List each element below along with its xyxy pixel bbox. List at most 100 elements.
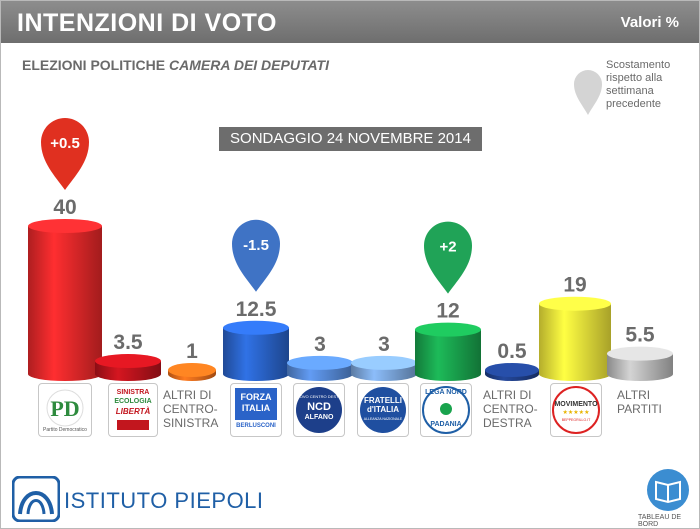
change-pin: +0.5 — [41, 118, 89, 190]
logo-ncd-line-1: NUOVO CENTRO DESTRA — [294, 394, 345, 399]
value-label: 5.5 — [625, 324, 655, 347]
value-label: 12 — [436, 300, 459, 323]
value-label: 3.5 — [113, 331, 143, 354]
ncd-shield-icon — [296, 387, 342, 433]
bar-body — [28, 226, 102, 381]
m5s-circle-icon — [552, 386, 600, 434]
label-altri-cd-line-1: ALTRI DI — [483, 388, 532, 402]
bar-altri_cd — [485, 363, 539, 381]
page-title: INTENZIONI DI VOTO — [17, 9, 277, 37]
bar-top — [415, 322, 481, 337]
subtitle-italic: CAMERA DEI DEPUTATI — [169, 57, 329, 73]
bar-top — [485, 363, 539, 377]
bar-fi — [223, 320, 289, 381]
change-pin: +2 — [424, 221, 472, 294]
bar-top — [539, 296, 611, 311]
logo-fdi: FRATELLI d'ITALIA ALLEANZA NAZIONALE — [357, 383, 409, 437]
svg-text:PD: PD — [50, 396, 79, 421]
piepoli-logo-icon — [12, 476, 60, 522]
bar-top — [95, 354, 161, 369]
logo-ncd-line-2: NCD — [307, 401, 331, 413]
bar-fdi — [351, 355, 417, 381]
logo-fi-line-2: ITALIA — [241, 403, 271, 413]
units-label: Valori % — [620, 14, 679, 31]
value-label: 12.5 — [236, 298, 277, 321]
label-altri-line-2: PARTITI — [617, 402, 662, 416]
bar-body — [223, 327, 289, 381]
change-label: -1.5 — [243, 237, 269, 254]
bar-pd — [28, 219, 102, 381]
fdi-circle-icon — [360, 387, 406, 433]
logo-m5s-line-3: BEPPEGRILLO.IT — [561, 418, 591, 422]
bar-body — [539, 303, 611, 381]
legend-note: Scostamento rispetto alla settimana prec… — [606, 59, 671, 110]
label-altri-cs-line-3: SINISTRA — [163, 416, 219, 430]
bar-body — [415, 329, 481, 381]
bar-body — [607, 353, 673, 381]
tableau-de-bord-icon — [647, 469, 689, 511]
bar-top — [223, 320, 289, 335]
pd-logo-icon: PD — [46, 389, 84, 427]
bar-m5s — [539, 296, 611, 381]
change-pin: -1.5 — [232, 219, 280, 292]
lega-circle-icon — [422, 386, 470, 434]
date-label: SONDAGGIO 24 NOVEMBRE 2014 — [219, 127, 482, 151]
label-altri-line-1: ALTRI — [617, 388, 651, 402]
bar-altri — [607, 346, 673, 381]
label-altri: ALTRI PARTITI — [617, 388, 662, 416]
bar-ncd — [287, 355, 353, 381]
header-bar: INTENZIONI DI VOTO Valori % — [1, 1, 699, 43]
change-label: +2 — [439, 239, 456, 256]
label-altri-cd-line-3: DESTRA — [483, 416, 532, 430]
label-altri-cs-line-1: ALTRI DI — [163, 388, 212, 402]
logo-fi: FORZA ITALIA BERLUSCONI — [230, 383, 282, 437]
bar-top — [351, 355, 417, 370]
book-icon — [655, 480, 681, 504]
value-label: 0.5 — [497, 340, 527, 363]
bar-top — [607, 346, 673, 361]
label-altri-cd: ALTRI DI CENTRO- DESTRA — [483, 388, 538, 430]
legend-pin-icon — [574, 70, 602, 115]
logo-m5s: MOVIMENTO ★★★★★ BEPPEGRILLO.IT — [550, 383, 602, 437]
label-altri-cs-line-2: CENTRO- — [163, 402, 218, 416]
bar-altri_cs — [168, 363, 216, 381]
logo-m5s-line-1: MOVIMENTO — [554, 401, 598, 408]
logo-pd-text: Partito Democratico — [43, 427, 87, 433]
logo-fdi-line-3: ALLEANZA NAZIONALE — [363, 417, 403, 421]
logo-sel-line-3: LIBERTÀ — [115, 407, 151, 416]
logo-fdi-line-2: d'ITALIA — [367, 405, 399, 414]
pin-shape — [41, 118, 89, 190]
tableau-de-bord-label: TABLEAU DE BORD — [638, 514, 682, 528]
value-label: 1 — [186, 340, 198, 363]
fi-flag — [235, 388, 277, 420]
value-label: 40 — [53, 196, 76, 219]
logo-ncd: NUOVO CENTRO DESTRA NCD ALFANO — [293, 383, 345, 437]
pin-shape — [232, 219, 280, 292]
logo-fdi-line-1: FRATELLI — [363, 396, 403, 405]
pin-shape — [424, 221, 472, 294]
logo-fi-line-1: FORZA — [240, 392, 272, 402]
logo-lega-line-2: PADANIA — [430, 421, 462, 428]
chart-subtitle: ELEZIONI POLITICHE CAMERA DEI DEPUTATI — [22, 57, 329, 73]
logo-sel-line-1: SINISTRA — [116, 389, 150, 396]
change-label: +0.5 — [50, 135, 80, 152]
bar-top — [28, 219, 102, 233]
value-label: 3 — [378, 333, 390, 356]
label-altri-cs: ALTRI DI CENTRO- SINISTRA — [163, 388, 218, 430]
logo-fi-line-3: BERLUSCONI — [236, 423, 276, 429]
bar-lega — [415, 322, 481, 381]
logo-lega-line-1: LEGA NORD — [425, 389, 467, 396]
logo-ncd-line-3: ALFANO — [304, 414, 334, 421]
logo-sel: SINISTRA ECOLOGIA LIBERTÀ — [108, 383, 158, 437]
logo-pd: PD Partito Democratico — [38, 383, 92, 437]
bar-sel — [95, 354, 161, 381]
label-altri-cd-line-2: CENTRO- — [483, 402, 538, 416]
bar-top — [287, 355, 353, 370]
value-label: 19 — [563, 274, 586, 297]
value-label: 3 — [314, 333, 326, 356]
subtitle-main: ELEZIONI POLITICHE — [22, 57, 166, 73]
logo-sel-line-2: ECOLOGIA — [114, 398, 152, 405]
logo-lega: LEGA NORD PADANIA — [420, 383, 472, 437]
bar-top — [168, 363, 216, 377]
